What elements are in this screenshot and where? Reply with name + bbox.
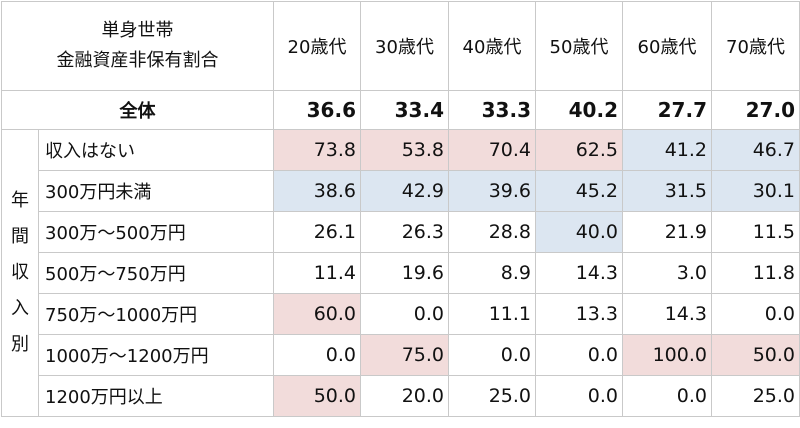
cell-value: 14.3 [535,252,623,294]
cell-value: 46.7 [711,129,800,171]
cell-value: 0.0 [535,375,623,417]
cell-value: 11.1 [448,293,536,335]
cell-value: 19.6 [360,252,449,294]
group-label-char: 別 [11,334,29,355]
total-value: 33.3 [448,90,536,130]
col-header-20s: 20歳代 [273,1,361,91]
total-value: 27.7 [622,90,712,130]
cell-value: 50.0 [273,375,361,417]
total-value: 40.2 [535,90,623,130]
cell-value: 26.1 [273,211,361,253]
col-header-60s: 60歳代 [622,1,712,91]
cell-value: 11.5 [711,211,800,253]
row-label: 収入はない [38,129,274,171]
group-label-annual-income: 年 間 収 入 別 [1,129,39,417]
cell-value: 73.8 [273,129,361,171]
cell-value: 11.4 [273,252,361,294]
cell-value: 30.1 [711,170,800,212]
col-header-40s: 40歳代 [448,1,536,91]
cell-value: 8.9 [448,252,536,294]
cell-value: 70.4 [448,129,536,171]
cell-value: 42.9 [360,170,449,212]
cell-value: 13.3 [535,293,623,335]
table-row: 750万～1000万円 60.0 0.0 11.1 13.3 14.3 0.0 [2,293,800,335]
cell-value: 39.6 [448,170,536,212]
row-label: 500万～750万円 [38,252,274,294]
cell-value: 100.0 [622,334,712,376]
cell-value: 45.2 [535,170,623,212]
header-row: 単身世帯 金融資産非保有割合 20歳代 30歳代 40歳代 50歳代 60歳代 … [1,1,800,91]
cell-value: 41.2 [622,129,712,171]
cell-value: 53.8 [360,129,449,171]
group-label-char: 間 [11,226,29,247]
cell-value: 14.3 [622,293,712,335]
table-row: 500万～750万円 11.4 19.6 8.9 14.3 3.0 11.8 [2,252,800,294]
total-label: 全体 [1,90,274,130]
row-label: 300万～500万円 [38,211,274,253]
cell-value: 0.0 [711,293,800,335]
cell-value: 25.0 [711,375,800,417]
group-label-char: 年 [11,190,29,211]
cell-value: 0.0 [360,293,449,335]
table-row: 1200万円以上 50.0 20.0 25.0 0.0 0.0 25.0 [2,375,800,417]
table-title: 単身世帯 金融資産非保有割合 [1,1,274,91]
cell-value: 0.0 [622,375,712,417]
col-header-30s: 30歳代 [360,1,449,91]
col-header-70s: 70歳代 [711,1,800,91]
row-label: 750万～1000万円 [38,293,274,335]
cell-value: 31.5 [622,170,712,212]
cell-value: 20.0 [360,375,449,417]
cell-value: 60.0 [273,293,361,335]
total-value: 33.4 [360,90,449,130]
table-row: 300万円未満 38.6 42.9 39.6 45.2 31.5 30.1 [2,170,800,212]
table-row: 年 間 収 入 別 収入はない 73.8 53.8 70.4 62.5 41.2… [1,129,800,417]
cell-value: 25.0 [448,375,536,417]
group-label-char: 入 [11,298,29,319]
cell-value: 0.0 [448,334,536,376]
cell-value: 11.8 [711,252,800,294]
row-label: 1200万円以上 [38,375,274,417]
row-label: 1000万～1200万円 [38,334,274,376]
title-line-2: 金融資産非保有割合 [56,50,219,71]
total-value: 36.6 [273,90,361,130]
cell-value: 21.9 [622,211,712,253]
cell-value: 0.0 [535,334,623,376]
cell-value: 50.0 [711,334,800,376]
cell-value: 62.5 [535,129,623,171]
title-line-1: 単身世帯 [101,20,174,41]
cell-value: 0.0 [273,334,361,376]
cell-value: 38.6 [273,170,361,212]
col-header-50s: 50歳代 [535,1,623,91]
row-label: 300万円未満 [38,170,274,212]
asset-table: 単身世帯 金融資産非保有割合 20歳代 30歳代 40歳代 50歳代 60歳代 … [1,1,800,417]
total-row: 全体 36.6 33.4 33.3 40.2 27.7 27.0 [1,90,800,130]
cell-value: 3.0 [622,252,712,294]
table-row: 1000万～1200万円 0.0 75.0 0.0 0.0 100.0 50.0 [2,334,800,376]
cell-value: 26.3 [360,211,449,253]
group-label-char: 収 [11,262,29,283]
cell-value: 28.8 [448,211,536,253]
total-value: 27.0 [711,90,800,130]
cell-value: 75.0 [360,334,449,376]
cell-value: 40.0 [535,211,623,253]
table-row: 300万～500万円 26.1 26.3 28.8 40.0 21.9 11.5 [2,211,800,253]
